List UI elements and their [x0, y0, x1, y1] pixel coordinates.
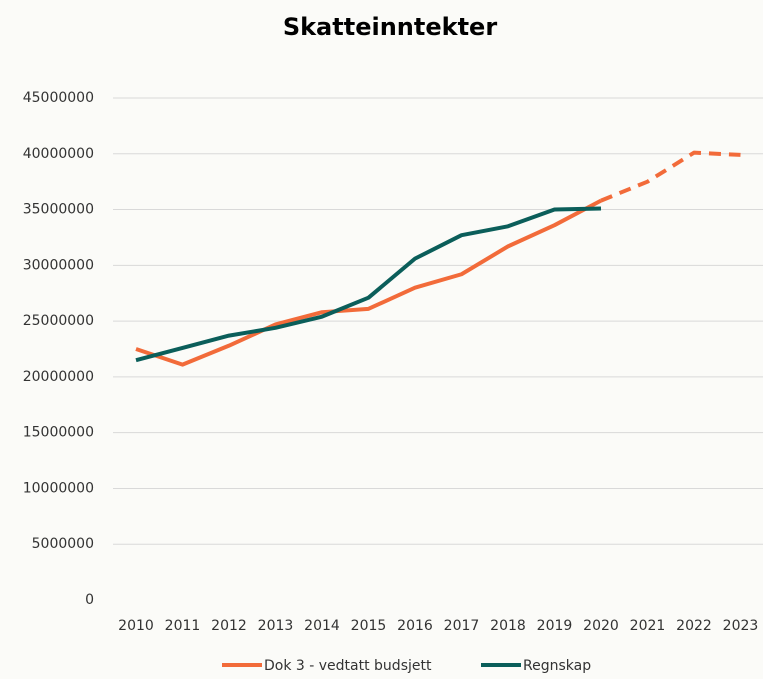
legend-label: Dok 3 - vedtatt budsjett — [264, 658, 432, 674]
x-tick-label: 2018 — [490, 618, 526, 634]
x-tick-label: 2013 — [258, 618, 294, 634]
y-tick-label: 0 — [85, 592, 94, 608]
series-line — [135, 206, 602, 363]
x-tick-label: 2011 — [165, 618, 201, 634]
x-tick-label: 2017 — [444, 618, 480, 634]
series-line — [135, 198, 602, 367]
x-tick-label: 2015 — [351, 618, 387, 634]
legend-label: Regnskap — [523, 658, 591, 674]
x-tick-label: 2012 — [211, 618, 247, 634]
x-tick-label: 2023 — [723, 618, 759, 634]
y-tick-label: 40000000 — [23, 146, 94, 162]
chart-title: Skatteinntekter — [283, 13, 498, 41]
series-line — [600, 150, 741, 203]
x-tick-label: 2016 — [397, 618, 433, 634]
y-tick-label: 35000000 — [23, 202, 94, 218]
x-tick-label: 2010 — [118, 618, 154, 634]
x-tick-label: 2021 — [630, 618, 666, 634]
y-tick-label: 25000000 — [23, 313, 94, 329]
y-tick-label: 45000000 — [23, 90, 94, 106]
y-tick-label: 10000000 — [23, 480, 94, 496]
x-tick-label: 2022 — [676, 618, 712, 634]
y-tick-label: 5000000 — [32, 536, 94, 552]
y-tick-label: 30000000 — [23, 257, 94, 273]
x-tick-label: 2020 — [583, 618, 619, 634]
x-tick-label: 2014 — [304, 618, 340, 634]
y-tick-label: 15000000 — [23, 425, 94, 441]
y-tick-label: 20000000 — [23, 369, 94, 385]
x-tick-label: 2019 — [537, 618, 573, 634]
